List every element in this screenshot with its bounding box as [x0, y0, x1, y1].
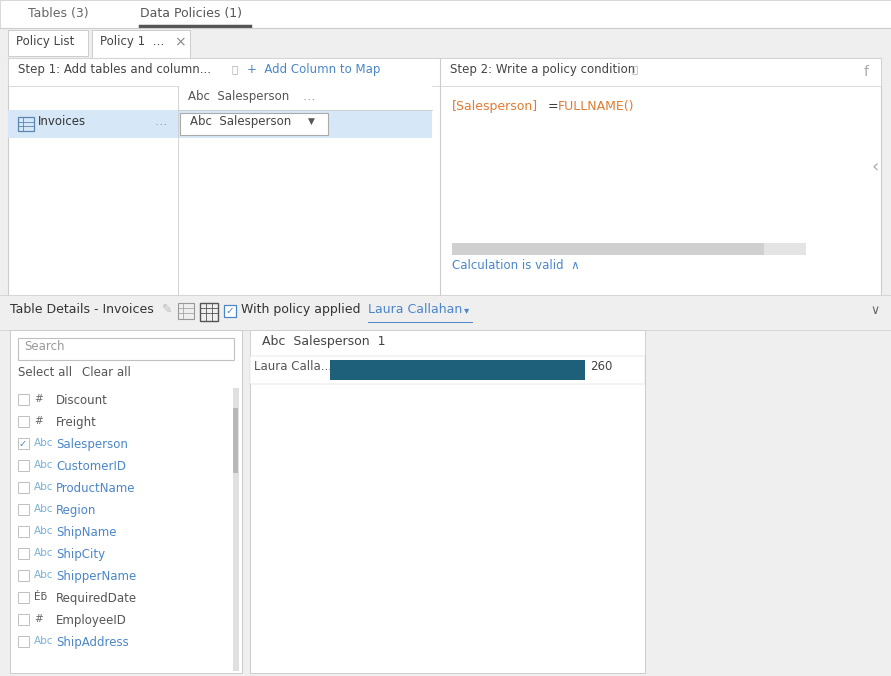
Text: ✎: ✎ [162, 303, 173, 316]
Bar [0, 0, 891, 28]
Text: ShipCity: ShipCity [56, 548, 105, 561]
Bar [250, 330, 645, 673]
Text: Éƃ: Éƃ [34, 592, 47, 602]
Text: Freight: Freight [56, 416, 97, 429]
Text: …: … [303, 90, 315, 103]
Bar [8, 110, 432, 138]
Bar [8, 58, 881, 295]
Text: Tables (3): Tables (3) [28, 7, 88, 20]
Text: RequiredDate: RequiredDate [56, 592, 137, 605]
Text: ✓: ✓ [225, 306, 233, 316]
Bar [18, 504, 29, 515]
Text: Abc: Abc [34, 438, 53, 448]
Bar [18, 438, 29, 449]
Text: Abc  Salesperson  1: Abc Salesperson 1 [262, 335, 386, 348]
Bar [452, 243, 764, 255]
Text: [Salesperson]: [Salesperson] [452, 100, 538, 113]
Text: Laura Callahan: Laura Callahan [368, 303, 462, 316]
Bar [233, 388, 239, 671]
Bar [764, 243, 806, 255]
Bar [18, 394, 29, 405]
Text: Data Policies (1): Data Policies (1) [140, 7, 242, 20]
Text: ∨: ∨ [871, 304, 879, 317]
Text: …: … [155, 115, 168, 128]
Bar [18, 636, 29, 647]
Text: CustomerID: CustomerID [56, 460, 126, 473]
Text: ProductName: ProductName [56, 482, 135, 495]
Text: Select all: Select all [18, 366, 72, 379]
Bar [250, 356, 645, 384]
Bar [180, 113, 328, 135]
Bar [0, 295, 891, 330]
Bar [233, 408, 238, 473]
Text: ▼: ▼ [308, 117, 315, 126]
Bar [92, 30, 190, 58]
Text: Table Details - Invoices: Table Details - Invoices [10, 303, 154, 316]
Bar [10, 330, 242, 673]
Bar [18, 416, 29, 427]
Text: Abc: Abc [34, 482, 53, 492]
Text: Invoices: Invoices [38, 115, 86, 128]
Bar [18, 482, 29, 493]
Text: ShipperName: ShipperName [56, 570, 136, 583]
Bar [18, 526, 29, 537]
Text: Salesperson: Salesperson [56, 438, 128, 451]
Bar [178, 303, 194, 319]
Text: Abc: Abc [34, 570, 53, 580]
Text: Abc  Salesperson: Abc Salesperson [188, 90, 290, 103]
Bar [18, 614, 29, 625]
Text: 260: 260 [590, 360, 612, 373]
Bar [200, 303, 218, 321]
Bar [440, 58, 881, 86]
Text: #: # [34, 416, 43, 426]
Bar [330, 360, 585, 380]
Bar [250, 330, 645, 356]
Bar [18, 592, 29, 603]
Text: Policy List: Policy List [16, 35, 74, 48]
Text: #: # [34, 614, 43, 624]
Text: Abc: Abc [34, 636, 53, 646]
Text: Abc: Abc [34, 460, 53, 470]
Text: #: # [34, 394, 43, 404]
Bar [18, 460, 29, 471]
Bar [18, 338, 234, 360]
Text: Policy 1  …: Policy 1 … [100, 35, 164, 48]
Bar [18, 570, 29, 581]
Text: With policy applied: With policy applied [241, 303, 361, 316]
Text: ‹: ‹ [871, 158, 879, 176]
Text: ShipName: ShipName [56, 526, 117, 539]
Text: Clear all: Clear all [82, 366, 131, 379]
Text: ⓘ: ⓘ [232, 64, 238, 74]
Text: Step 1: Add tables and column...: Step 1: Add tables and column... [18, 63, 211, 76]
Text: Abc: Abc [34, 526, 53, 536]
Text: Discount: Discount [56, 394, 108, 407]
Text: Region: Region [56, 504, 96, 517]
Bar [0, 28, 891, 60]
Text: ×: × [174, 35, 185, 49]
Text: =: = [544, 100, 562, 113]
Text: Calculation is valid  ∧: Calculation is valid ∧ [452, 259, 580, 272]
Text: Step 2: Write a policy condition: Step 2: Write a policy condition [450, 63, 635, 76]
Text: Abc  Salesperson: Abc Salesperson [190, 115, 291, 128]
Bar [224, 305, 236, 317]
Text: Laura Calla...: Laura Calla... [254, 360, 332, 373]
Bar [8, 30, 88, 56]
Bar [178, 86, 432, 110]
Text: Abc: Abc [34, 548, 53, 558]
Bar [18, 548, 29, 559]
Text: Search: Search [24, 340, 64, 353]
Text: ✓: ✓ [19, 439, 27, 449]
Bar [8, 58, 440, 86]
Text: FULLNAME(): FULLNAME() [558, 100, 634, 113]
Text: ▾: ▾ [464, 305, 470, 315]
Text: EmployeeID: EmployeeID [56, 614, 127, 627]
Text: +  Add Column to Map: + Add Column to Map [247, 63, 380, 76]
Text: ⓘ: ⓘ [632, 64, 638, 74]
Text: f: f [863, 65, 869, 79]
Bar [18, 117, 34, 131]
Text: Abc: Abc [34, 504, 53, 514]
Text: ShipAddress: ShipAddress [56, 636, 129, 649]
